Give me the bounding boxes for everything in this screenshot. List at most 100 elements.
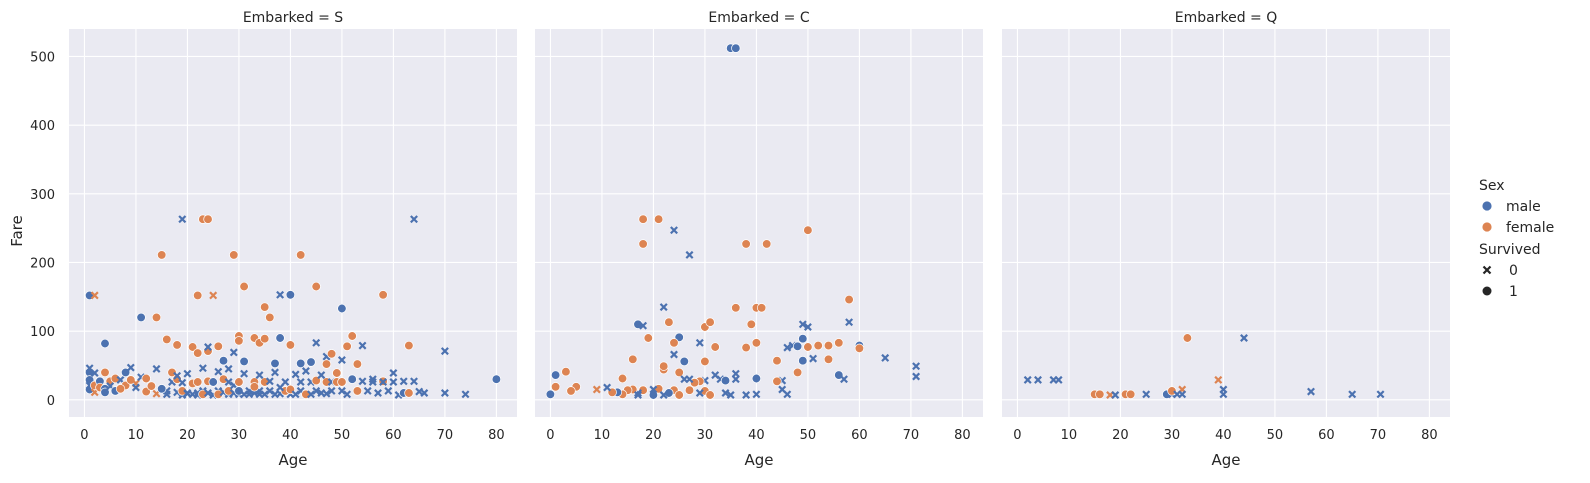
y-tick-label: 400: [30, 119, 55, 134]
x-tick-label: 60: [851, 428, 868, 443]
data-point-female-survived: [151, 312, 162, 323]
legend-marker-survived: [1482, 286, 1492, 296]
data-point-male-survived: [270, 358, 280, 369]
data-point-male-died: [281, 378, 290, 386]
data-point-female-survived: [803, 342, 813, 352]
data-point-female-survived: [617, 373, 628, 384]
data-point-male-died: [265, 377, 274, 386]
data-point-female-survived: [1095, 389, 1105, 399]
legend-label-survived-0: 0: [1509, 263, 1518, 279]
data-point-female-survived: [321, 359, 332, 369]
data-point-male-died: [178, 215, 187, 224]
data-point-female-survived: [115, 384, 126, 394]
data-point-male-died: [374, 389, 382, 397]
data-point-male-died: [271, 368, 279, 377]
data-point-male-died: [337, 386, 346, 395]
x-tick-label: 80: [1421, 428, 1438, 443]
x-axis-label: Age: [744, 451, 773, 469]
data-point-male-died: [1178, 390, 1187, 399]
panel-title: Embarked = S: [243, 10, 343, 26]
data-point-male-died: [90, 369, 99, 377]
data-point-male-died: [363, 386, 372, 395]
data-point-male-survived: [798, 356, 808, 366]
data-point-female-survived: [285, 340, 296, 350]
y-tick-label: 0: [47, 394, 55, 409]
data-point-male-died: [1219, 390, 1228, 399]
x-tick-label: 20: [1112, 428, 1129, 443]
data-point-male-died: [337, 356, 346, 364]
x-axis-label: Age: [1211, 451, 1240, 469]
x-tick-label: 70: [903, 428, 920, 443]
data-point-female-survived: [674, 367, 684, 378]
data-point-male-died: [224, 378, 233, 386]
data-point-male-survived: [208, 377, 218, 387]
data-point-male-died: [152, 364, 161, 373]
data-point-female-survived: [172, 340, 182, 350]
data-point-female-survived: [260, 302, 270, 312]
data-point-female-survived: [265, 312, 275, 323]
data-point-male-died: [840, 375, 848, 384]
data-point-female-survived: [803, 225, 813, 235]
data-point-female-survived: [550, 382, 561, 392]
data-point-male-died: [783, 343, 792, 352]
data-point-female-survived: [823, 354, 834, 364]
data-point-male-died: [461, 390, 470, 399]
data-point-male-died: [276, 290, 285, 299]
data-point-female-survived: [638, 239, 648, 249]
data-point-male-died: [695, 338, 704, 347]
data-point-male-survived: [337, 303, 347, 314]
data-point-male-died: [680, 375, 689, 384]
x-tick-label: 50: [334, 428, 351, 443]
data-point-female-survived: [854, 343, 865, 353]
data-point-female-survived: [746, 319, 756, 329]
data-point-male-survived: [731, 43, 741, 53]
data-point-male-died: [685, 250, 694, 259]
legend-title-survived: Survived: [1479, 242, 1540, 258]
data-point-female-survived: [157, 250, 167, 260]
data-point-female-survived: [1167, 386, 1177, 396]
data-point-male-died: [1034, 375, 1042, 384]
data-point-female-survived: [347, 331, 357, 341]
data-point-female-survived: [193, 290, 203, 301]
x-tick-label: 60: [1318, 428, 1335, 443]
data-point-female-survived: [762, 239, 772, 249]
data-point-female-survived: [751, 338, 762, 348]
data-point-male-survived: [100, 387, 110, 397]
data-point-male-died: [312, 386, 321, 395]
x-tick-label: 70: [437, 428, 454, 443]
data-point-male-died: [809, 354, 818, 363]
data-point-female-survived: [234, 377, 244, 387]
data-point-female-survived: [234, 336, 244, 346]
data-point-male-died: [649, 385, 658, 394]
data-point-male-died: [670, 350, 678, 359]
data-point-female-survived: [705, 390, 715, 400]
data-point-male-died: [752, 390, 761, 399]
legend: Sex male female Survived 0 1: [1479, 178, 1554, 300]
data-point-male-died: [881, 353, 890, 362]
data-point-male-died: [659, 391, 668, 399]
data-point-male-died: [726, 391, 735, 399]
data-point-female-survived: [659, 361, 669, 371]
data-point-male-survived: [679, 356, 689, 367]
data-point-male-survived: [136, 312, 146, 323]
data-point-female-survived: [404, 340, 414, 351]
data-point-female-survived: [218, 374, 229, 384]
data-point-female-survived: [260, 334, 270, 344]
y-tick-label: 300: [30, 188, 55, 203]
data-point-female-survived: [352, 386, 363, 396]
data-point-female-survived: [249, 382, 260, 392]
data-point-male-died: [343, 390, 352, 399]
data-point-female-survived: [813, 340, 823, 351]
data-point-female-survived: [792, 367, 803, 378]
data-point-male-died: [384, 386, 393, 395]
legend-label-survived-1: 1: [1509, 284, 1518, 300]
data-point-male-died: [126, 363, 135, 372]
y-axis-label: Fare: [8, 215, 26, 247]
panel-title: Embarked = Q: [1175, 10, 1277, 26]
data-point-male-died: [389, 378, 398, 386]
data-point-male-survived: [239, 356, 249, 367]
data-point-female-survived: [378, 290, 388, 300]
data-point-male-died: [204, 389, 212, 397]
data-point-female-survived: [669, 338, 679, 348]
